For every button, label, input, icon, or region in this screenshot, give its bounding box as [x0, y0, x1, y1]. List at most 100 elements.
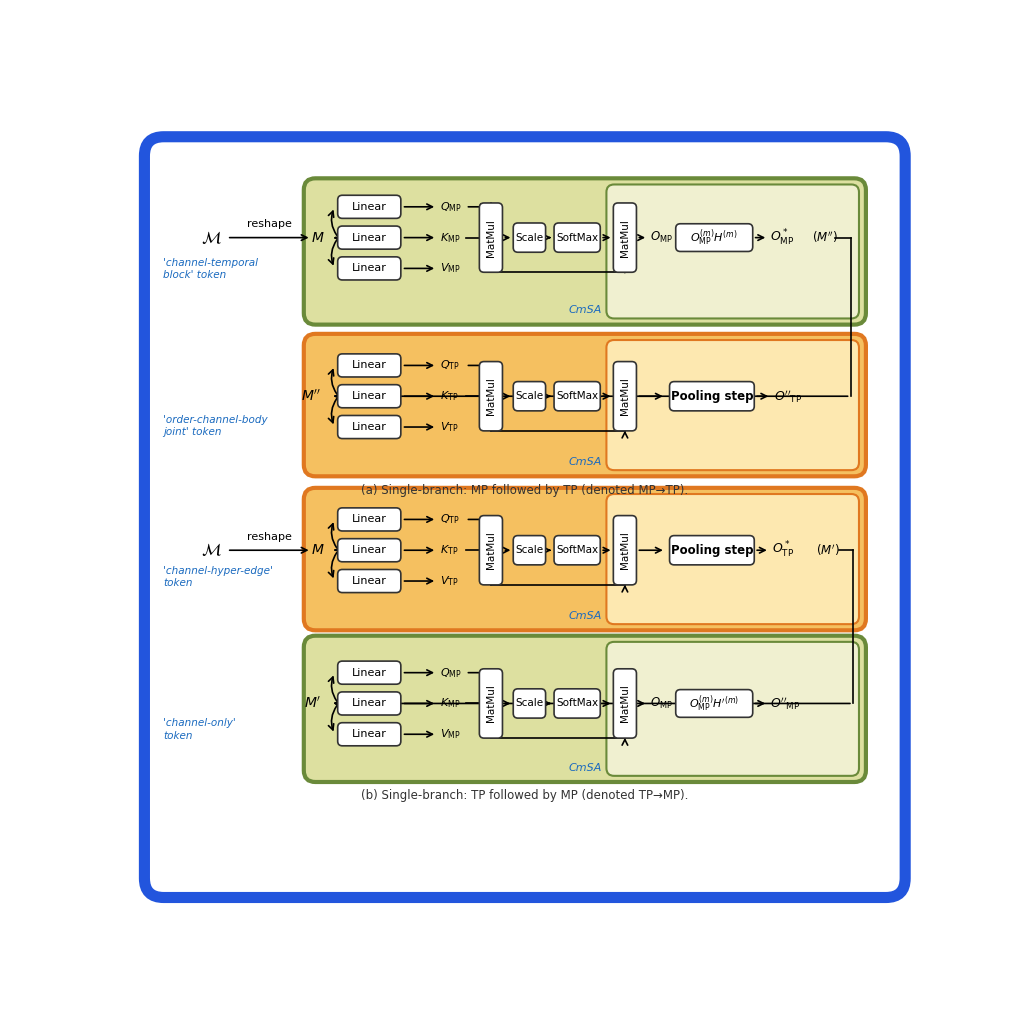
Text: $Q_{\rm TP}$: $Q_{\rm TP}$ [440, 513, 460, 526]
Text: SoftMax: SoftMax [556, 391, 598, 401]
Text: $V_{\rm TP}$: $V_{\rm TP}$ [440, 420, 459, 434]
Text: Scale: Scale [515, 698, 544, 709]
Text: (a) Single-branch: MP followed by TP (denoted MP→TP).: (a) Single-branch: MP followed by TP (de… [361, 483, 688, 497]
FancyBboxPatch shape [338, 385, 400, 408]
FancyBboxPatch shape [338, 416, 400, 438]
Text: Linear: Linear [352, 698, 387, 709]
FancyBboxPatch shape [554, 223, 600, 252]
Text: CmSA: CmSA [568, 763, 602, 773]
Text: SoftMax: SoftMax [556, 232, 598, 243]
Text: token: token [163, 731, 193, 740]
Text: Pooling step: Pooling step [671, 544, 754, 557]
FancyBboxPatch shape [606, 184, 859, 318]
Text: CmSA: CmSA [568, 305, 602, 315]
FancyBboxPatch shape [513, 536, 546, 565]
FancyBboxPatch shape [304, 487, 866, 631]
Text: Scale: Scale [515, 545, 544, 555]
Text: MatMul: MatMul [620, 377, 630, 415]
FancyBboxPatch shape [304, 334, 866, 476]
FancyBboxPatch shape [613, 361, 637, 431]
Text: 'channel-only': 'channel-only' [163, 719, 236, 728]
FancyBboxPatch shape [144, 137, 905, 897]
Text: Linear: Linear [352, 360, 387, 371]
FancyBboxPatch shape [670, 382, 755, 411]
FancyBboxPatch shape [338, 354, 400, 377]
Text: Linear: Linear [352, 422, 387, 432]
FancyBboxPatch shape [513, 689, 546, 718]
Text: MatMul: MatMul [620, 684, 630, 722]
FancyBboxPatch shape [338, 539, 400, 562]
Text: MatMul: MatMul [620, 219, 630, 257]
FancyBboxPatch shape [479, 669, 503, 738]
Text: Linear: Linear [352, 391, 387, 401]
FancyBboxPatch shape [676, 689, 753, 718]
FancyBboxPatch shape [613, 203, 637, 272]
Text: Linear: Linear [352, 514, 387, 524]
FancyBboxPatch shape [613, 669, 637, 738]
Text: Linear: Linear [352, 232, 387, 243]
FancyBboxPatch shape [554, 382, 600, 411]
Text: $Q_{\rm MP}$: $Q_{\rm MP}$ [440, 666, 462, 680]
FancyBboxPatch shape [479, 361, 503, 431]
Text: block' token: block' token [163, 270, 226, 281]
Text: $O^*_{\rm MP}$: $O^*_{\rm MP}$ [770, 227, 794, 248]
FancyBboxPatch shape [670, 536, 755, 565]
FancyBboxPatch shape [338, 226, 400, 249]
Text: $K_{\rm MP}$: $K_{\rm MP}$ [440, 696, 461, 711]
Text: $M$: $M$ [311, 543, 325, 557]
Text: 'channel-temporal: 'channel-temporal [163, 258, 258, 268]
Text: $O_{\rm MP}$: $O_{\rm MP}$ [649, 230, 673, 245]
Text: $K_{\rm TP}$: $K_{\rm TP}$ [440, 389, 459, 403]
FancyBboxPatch shape [606, 340, 859, 470]
Text: (b) Single-branch: TP followed by MP (denoted TP→MP).: (b) Single-branch: TP followed by MP (de… [361, 790, 688, 803]
Text: Linear: Linear [352, 263, 387, 273]
Text: reshape: reshape [247, 531, 292, 542]
Text: SoftMax: SoftMax [556, 698, 598, 709]
FancyBboxPatch shape [513, 382, 546, 411]
Text: 'channel-hyper-edge': 'channel-hyper-edge' [163, 566, 272, 577]
Text: $(M'')$: $(M'')$ [812, 229, 838, 246]
Text: Pooling step: Pooling step [671, 390, 754, 402]
FancyBboxPatch shape [304, 636, 866, 782]
Text: $M$: $M$ [311, 230, 325, 245]
FancyBboxPatch shape [338, 723, 400, 745]
Text: MatMul: MatMul [486, 219, 496, 257]
Text: $O''_{\rm MP}$: $O''_{\rm MP}$ [770, 695, 801, 712]
Text: Linear: Linear [352, 577, 387, 586]
Text: $M'$: $M'$ [304, 696, 322, 711]
FancyBboxPatch shape [338, 257, 400, 280]
Text: joint' token: joint' token [163, 427, 221, 437]
FancyBboxPatch shape [338, 196, 400, 218]
Text: Scale: Scale [515, 391, 544, 401]
Text: CmSA: CmSA [568, 611, 602, 622]
Text: CmSA: CmSA [568, 457, 602, 467]
FancyBboxPatch shape [613, 515, 637, 585]
Text: $K_{\rm MP}$: $K_{\rm MP}$ [440, 230, 461, 245]
Text: MatMul: MatMul [486, 531, 496, 569]
Text: Linear: Linear [352, 668, 387, 678]
FancyBboxPatch shape [513, 223, 546, 252]
FancyBboxPatch shape [338, 508, 400, 531]
FancyBboxPatch shape [676, 224, 753, 252]
Text: $Q_{\rm TP}$: $Q_{\rm TP}$ [440, 358, 460, 373]
FancyBboxPatch shape [338, 692, 400, 715]
Text: Linear: Linear [352, 202, 387, 212]
Text: $O^*_{\rm TP}$: $O^*_{\rm TP}$ [772, 541, 795, 560]
Text: $K_{\rm TP}$: $K_{\rm TP}$ [440, 544, 459, 557]
FancyBboxPatch shape [606, 494, 859, 625]
FancyBboxPatch shape [304, 178, 866, 325]
FancyBboxPatch shape [479, 203, 503, 272]
Text: MatMul: MatMul [486, 377, 496, 415]
Text: $M''$: $M''$ [301, 389, 322, 403]
FancyBboxPatch shape [479, 515, 503, 585]
Text: $(M')$: $(M')$ [816, 543, 840, 558]
Text: $\mathcal{M}$: $\mathcal{M}$ [201, 542, 222, 559]
FancyBboxPatch shape [606, 642, 859, 776]
Text: $V_{\rm MP}$: $V_{\rm MP}$ [440, 727, 461, 741]
FancyBboxPatch shape [554, 689, 600, 718]
Text: MatMul: MatMul [486, 684, 496, 722]
Text: $O''_{\rm TP}$: $O''_{\rm TP}$ [773, 388, 802, 404]
Text: $V_{\rm MP}$: $V_{\rm MP}$ [440, 261, 461, 275]
Text: MatMul: MatMul [620, 531, 630, 569]
Text: Linear: Linear [352, 729, 387, 739]
